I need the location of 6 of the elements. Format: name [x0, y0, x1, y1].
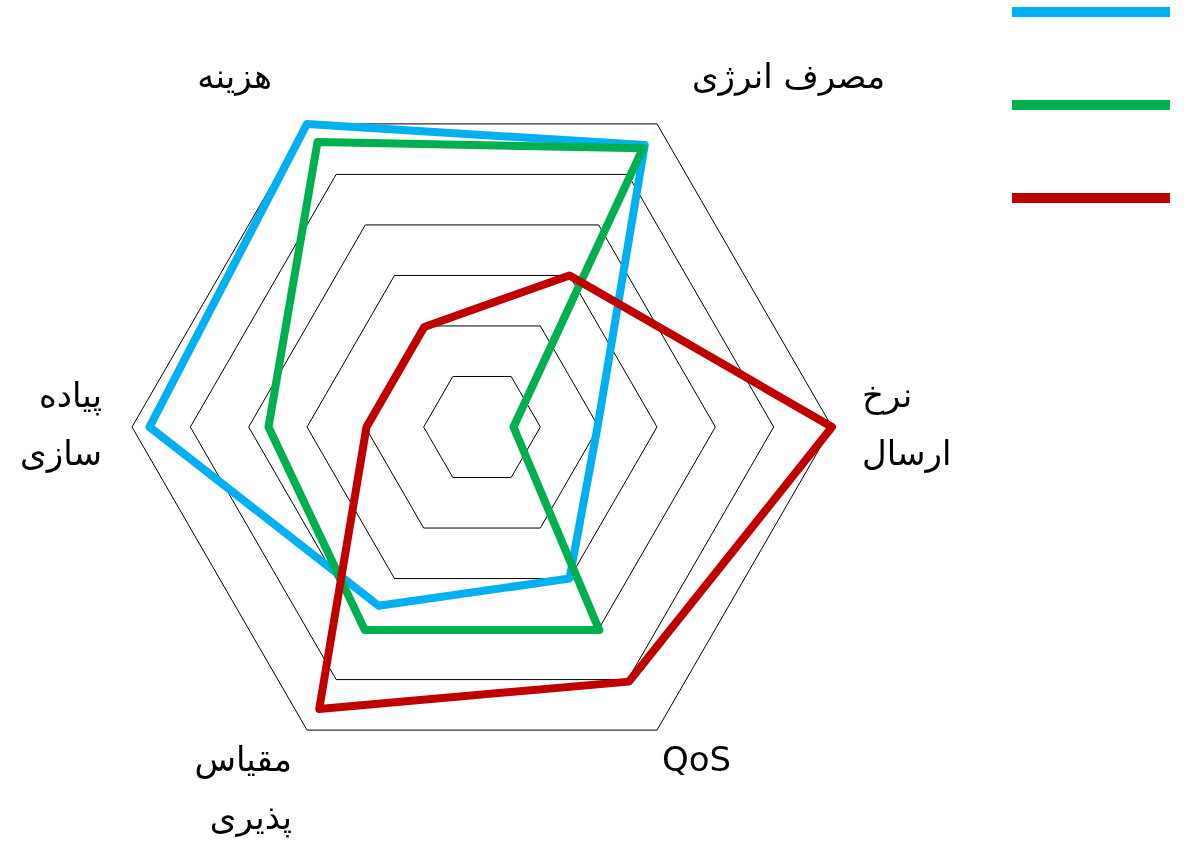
spoke-label: مقیاس پذیری — [194, 739, 292, 839]
spoke-label: مصرف انرژی — [692, 55, 886, 97]
spoke-label: پیاده سازی — [20, 375, 102, 473]
spoke-label: QoS — [662, 739, 732, 780]
spoke-label: نرخ ارسال — [862, 375, 952, 473]
spoke-label: هزینه — [197, 55, 272, 97]
